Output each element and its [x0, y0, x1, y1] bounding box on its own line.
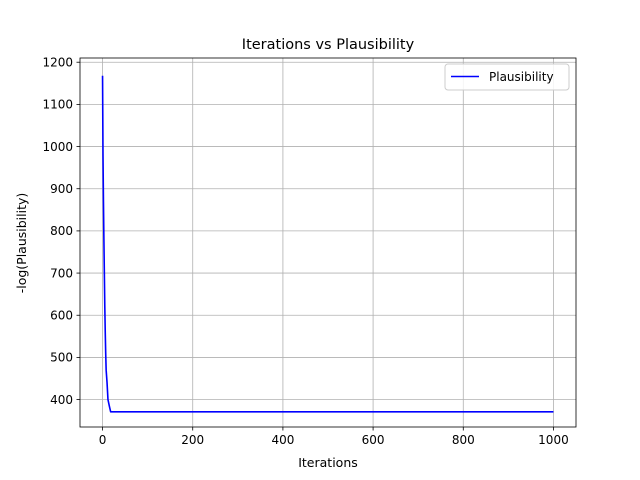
legend-box — [444, 63, 570, 91]
y-tick-label: 1100 — [42, 98, 73, 112]
x-tick-label: 0 — [99, 433, 107, 447]
legend: Plausibility — [444, 63, 570, 91]
x-tick-label: 400 — [271, 433, 294, 447]
x-tick-label: 1000 — [538, 433, 569, 447]
series-layer — [101, 75, 554, 413]
series-line-plausibility — [101, 75, 554, 413]
plot-frame — [79, 57, 577, 428]
y-tick-label: 700 — [50, 266, 73, 280]
y-tick-label: 400 — [50, 393, 73, 407]
y-axis-label: -log(Plausibility) — [14, 193, 29, 294]
y-tick-label: 500 — [50, 351, 73, 365]
x-tick-label: 600 — [362, 433, 385, 447]
y-tick-label: 600 — [50, 309, 73, 323]
legend-label: Plausibility — [489, 70, 554, 84]
grid — [80, 58, 576, 427]
x-axis-ticks: 0 200 400 600 800 1000 — [99, 427, 569, 447]
y-tick-label: 800 — [50, 224, 73, 238]
y-axis-ticks: 400 500 600 700 800 900 1000 1100 1200 — [42, 56, 80, 407]
y-tick-label: 1200 — [42, 56, 73, 70]
x-tick-label: 200 — [181, 433, 204, 447]
y-tick-label: 1000 — [42, 140, 73, 154]
chart-title: Iterations vs Plausibility — [242, 37, 415, 53]
x-tick-label: 800 — [452, 433, 475, 447]
x-axis-label: Iterations — [298, 455, 358, 470]
y-tick-label: 900 — [50, 182, 73, 196]
